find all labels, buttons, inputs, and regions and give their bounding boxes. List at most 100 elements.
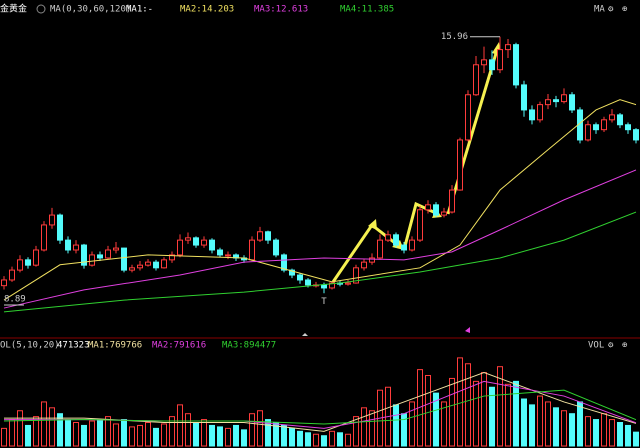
candle-body [81,244,87,266]
candle-body [505,44,511,51]
volume-bar [513,380,519,447]
candle-body [25,259,31,266]
candle-body [521,84,527,111]
volume-bar [201,419,207,447]
volume-bar [369,410,375,447]
candle-body [105,249,111,259]
candle-body [49,214,55,226]
volume-bar [225,427,231,447]
ma-label: MA2:14.203 [180,5,234,15]
ma-line [3,389,637,425]
toggle-icon[interactable] [36,4,46,14]
volume-bar [345,433,351,447]
volume-bar [329,430,335,447]
candle-body [265,231,271,241]
candle-body [217,249,223,256]
volume-bar [457,357,463,447]
candle-body [489,59,495,71]
volume-bar [161,423,167,447]
ma-label: MA3:894477 [222,341,276,351]
candle-body [617,114,623,126]
add-icon[interactable]: ⊕ [622,5,627,15]
candle-body [281,254,287,271]
volume-bar [473,380,479,447]
ma-line [3,99,637,301]
indicator-button[interactable]: MA [594,5,605,15]
high-label: 15.96 [441,32,468,42]
volume-bar [465,363,471,447]
candle-body [9,269,15,281]
candle-body [73,244,79,251]
volume-bar [489,386,495,447]
candle-body [97,254,103,259]
add-icon[interactable]: ⊕ [622,341,627,351]
candle-body [625,124,631,131]
candle-body [89,254,95,266]
candle-body [369,257,375,263]
volume-bar [265,419,271,447]
candle-body [529,109,535,121]
candle-body [177,239,183,256]
candle-body [393,234,399,246]
volume-bar [241,429,247,447]
volume-bar [81,424,87,447]
volume-bar [177,404,183,447]
volume-bar [505,383,511,447]
candle-body [457,139,463,191]
candle-body [465,94,471,141]
volume-bar [609,419,615,447]
volume-bar [209,424,215,447]
candle-body [297,274,303,281]
volume-bar [33,416,39,447]
candle-body [137,264,143,269]
vol-button[interactable]: VOL [588,341,604,351]
settings-icon[interactable]: ⚙ [607,5,614,15]
candle-body [345,282,351,285]
marker-triangle [465,327,470,333]
ma-line [3,169,637,309]
candle-body [65,239,71,251]
marker-label: T [321,297,327,307]
volume-bar [289,427,295,447]
candle-body [433,204,439,216]
vol-last: 471323 [57,341,90,351]
volume-bar [297,430,303,447]
volume-bar [105,416,111,447]
volume-bar [169,416,175,447]
volume-bar [257,410,263,447]
candle-body [585,124,591,141]
candle-body [425,204,431,211]
indicator-name[interactable]: MA(0,30,60,120) [50,5,131,15]
volume-bar [337,432,343,447]
low-label: 8.89 [4,295,26,305]
volume-bar [217,426,223,447]
volume-bar [409,401,415,447]
ma1-label: MA1:- [126,5,153,15]
candle-body [409,239,415,251]
volume-bar [249,413,255,447]
candle-body [129,267,135,271]
candle-body [481,59,487,66]
volume-bar [113,423,119,447]
volume-bar [9,419,15,447]
volume-bar [577,401,583,447]
volume-bar [537,395,543,447]
volume-bar [145,422,151,447]
volume-bar [73,422,79,447]
volume-bar [65,419,71,447]
candle-body [361,261,367,269]
volume-bar [625,424,631,447]
candle-body [249,239,255,261]
settings-icon[interactable]: ⚙ [607,341,614,351]
candle-body [113,247,119,251]
volume-bar [233,424,239,447]
marker-triangle [302,333,308,336]
candle-body [401,244,407,251]
volume-bar [561,410,567,447]
volume-bar [121,419,127,447]
ma-label: MA1:769766 [88,341,142,351]
candle-body [305,279,311,286]
volume-bar [545,401,551,447]
